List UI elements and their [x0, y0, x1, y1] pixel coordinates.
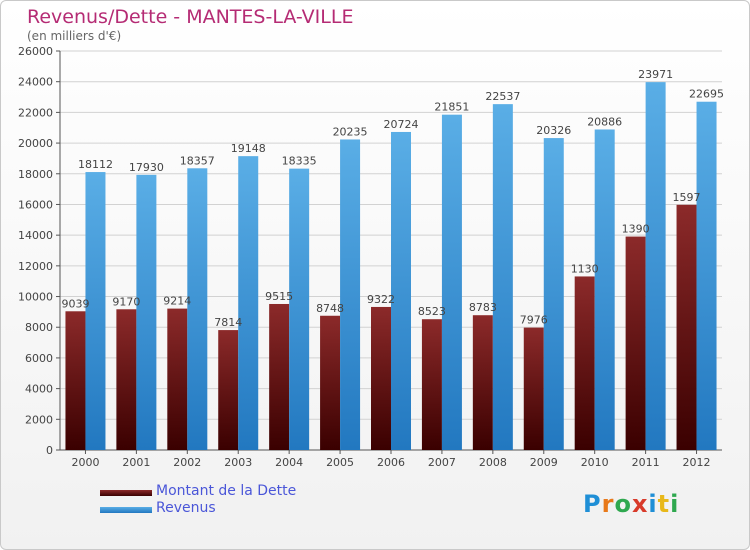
x-tick-label: 2002	[173, 456, 201, 469]
x-tick-label: 2000	[71, 456, 99, 469]
data-label-debt-2006: 9322	[367, 293, 395, 306]
data-label-revenue-2002: 18357	[180, 154, 215, 167]
logo-letter: x	[631, 490, 649, 518]
bar-revenue-2000	[85, 172, 106, 450]
data-label-revenue-2011: 23971	[638, 68, 673, 81]
y-tick-label: 0	[46, 444, 53, 457]
x-tick-label: 2004	[275, 456, 303, 469]
data-label-revenue-2003: 19148	[231, 142, 266, 155]
bar-debt-2011	[625, 236, 646, 450]
data-label-revenue-2010: 20886	[587, 115, 622, 128]
data-label-revenue-2009: 20326	[536, 124, 571, 137]
x-tick-label: 2006	[377, 456, 405, 469]
x-tick-label: 2011	[632, 456, 660, 469]
y-tick-label: 2000	[25, 413, 53, 426]
data-label-debt-2005: 8748	[316, 302, 344, 315]
bar-debt-2001	[116, 309, 137, 450]
bar-revenue-2001	[136, 174, 157, 451]
x-tick-label: 2003	[224, 456, 252, 469]
bar-revenue-2004	[289, 168, 310, 450]
chart-title: Revenus/Dette - MANTES-LA-VILLE	[27, 6, 354, 28]
y-tick-label: 8000	[25, 321, 53, 334]
bar-revenue-2006	[391, 131, 411, 450]
data-label-debt-2000: 9039	[61, 297, 89, 310]
data-label-revenue-2006: 20724	[384, 118, 419, 131]
x-tick-label: 2009	[530, 456, 558, 469]
bar-debt-2012	[676, 204, 697, 450]
data-label-debt-2004: 9515	[265, 290, 293, 303]
y-tick-label: 4000	[25, 383, 53, 396]
y-tick-label: 12000	[18, 260, 53, 273]
data-label-debt-2008: 8783	[469, 301, 497, 314]
y-tick-label: 24000	[18, 76, 53, 89]
logo-letter: o	[614, 490, 632, 518]
logo-letter: i	[648, 490, 658, 518]
bar-revenue-2008	[492, 104, 513, 450]
y-tick-label: 20000	[18, 137, 53, 150]
bar-debt-2004	[269, 303, 290, 450]
y-tick-label: 16000	[18, 198, 53, 211]
bar-debt-2008	[472, 315, 493, 450]
y-tick-label: 22000	[18, 106, 53, 119]
bar-debt-2009	[523, 327, 544, 450]
data-label-debt-2012: 1597	[673, 191, 701, 204]
x-tick-label: 2008	[479, 456, 507, 469]
x-tick-label: 2005	[326, 456, 354, 469]
data-label-debt-2009: 7976	[520, 314, 548, 327]
bar-revenue-2003	[238, 156, 259, 450]
legend-swatch-debt	[100, 490, 152, 496]
legend-swatch-revenue	[100, 507, 152, 513]
bar-debt-2005	[320, 315, 341, 450]
bar-revenue-2009	[543, 138, 564, 450]
y-tick-label: 18000	[18, 168, 53, 181]
logo-letter: r	[601, 490, 615, 518]
data-label-revenue-2007: 21851	[434, 101, 469, 114]
chart-subtitle: (en milliers d'€)	[27, 29, 122, 43]
data-label-debt-2003: 7814	[214, 316, 242, 329]
logo-letter: i	[670, 490, 680, 518]
data-label-debt-2010: 1130	[571, 262, 599, 275]
data-label-revenue-2001: 17930	[129, 161, 164, 174]
y-tick-label: 26000	[18, 45, 53, 58]
y-tick-label: 6000	[25, 352, 53, 365]
x-tick-label: 2010	[581, 456, 609, 469]
logo-letter: t	[657, 490, 671, 518]
bar-debt-2000	[65, 311, 86, 450]
data-label-debt-2007: 8523	[418, 305, 446, 318]
bar-debt-2010	[574, 276, 595, 450]
legend-label-debt: Montant de la Dette	[156, 483, 297, 499]
bar-revenue-2005	[340, 139, 361, 450]
bar-revenue-2002	[187, 168, 208, 450]
legend-label-revenue: Revenus	[156, 500, 216, 516]
data-label-revenue-2004: 18335	[282, 155, 317, 168]
x-tick-label: 2001	[122, 456, 150, 469]
data-label-revenue-2012: 22695	[689, 88, 724, 101]
bar-debt-2007	[421, 319, 442, 450]
data-label-revenue-2005: 20235	[333, 125, 368, 138]
bar-revenue-2012	[696, 101, 717, 450]
data-label-revenue-2000: 18112	[78, 158, 113, 171]
y-tick-label: 10000	[18, 291, 53, 304]
bar-debt-2003	[218, 330, 239, 450]
data-label-debt-2002: 9214	[163, 295, 191, 308]
x-tick-label: 2007	[428, 456, 456, 469]
x-tick-label: 2012	[683, 456, 711, 469]
bar-revenue-2010	[594, 129, 615, 450]
proxiti-logo: Proxiti	[583, 490, 679, 518]
y-tick-label: 14000	[18, 229, 53, 242]
data-label-debt-2001: 9170	[112, 295, 140, 308]
bar-revenue-2011	[645, 82, 666, 451]
data-label-debt-2011: 1390	[622, 223, 650, 236]
bar-debt-2002	[167, 308, 188, 450]
data-label-revenue-2008: 22537	[485, 90, 520, 103]
bar-debt-2006	[371, 306, 391, 450]
logo-letter: P	[583, 490, 602, 518]
bar-revenue-2007	[441, 114, 462, 450]
